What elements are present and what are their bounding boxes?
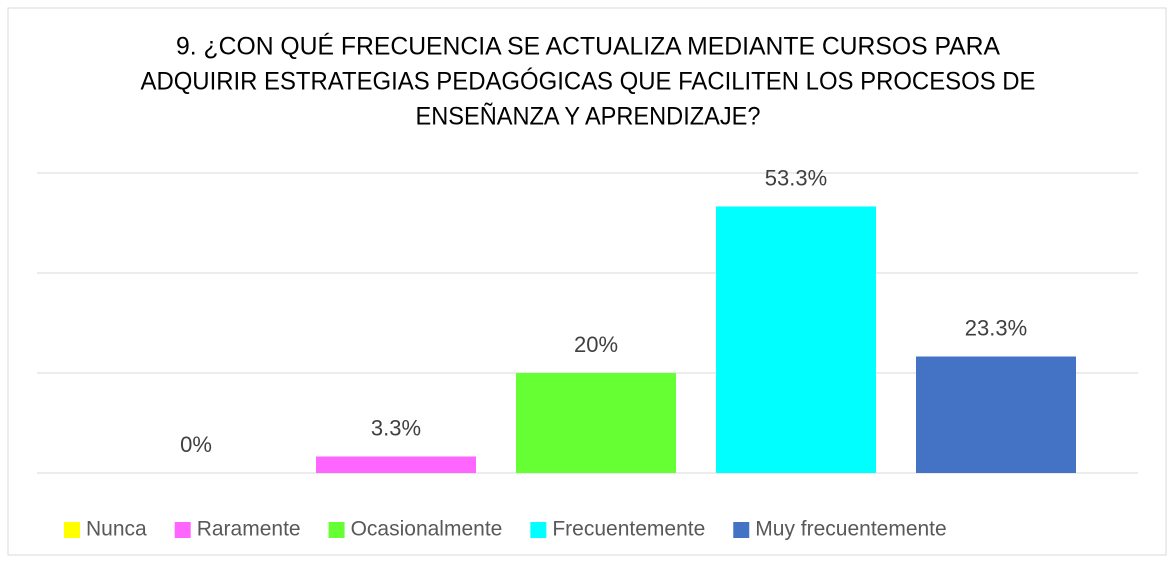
chart-title: ENSEÑANZA Y APRENDIZAJE? — [416, 102, 761, 131]
legend-label: Raramente — [197, 518, 301, 541]
legend-swatch — [328, 522, 345, 538]
legend-swatch — [174, 522, 191, 538]
chart-title: ADQUIRIR ESTRATEGIAS PEDAGÓGICAS QUE FAC… — [141, 67, 1036, 96]
legend-label: Frecuentemente — [552, 518, 705, 541]
chart-title: 9. ¿CON QUÉ FRECUENCIA SE ACTUALIZA MEDI… — [176, 32, 1000, 61]
bar — [316, 456, 476, 473]
bar — [716, 206, 876, 473]
data-label: 20% — [574, 332, 618, 357]
legend-swatch — [530, 522, 547, 538]
data-label: 0% — [180, 432, 212, 457]
legend-label: Muy frecuentemente — [755, 518, 946, 541]
legend-label: Ocasionalmente — [351, 518, 503, 541]
legend-swatch — [733, 522, 750, 538]
bar — [916, 356, 1076, 473]
data-label: 23.3% — [965, 315, 1027, 340]
bar — [516, 373, 676, 473]
legend-label: Nunca — [86, 518, 147, 541]
legend-swatch — [64, 522, 80, 538]
data-label: 3.3% — [371, 415, 421, 440]
data-label: 53.3% — [765, 165, 827, 190]
